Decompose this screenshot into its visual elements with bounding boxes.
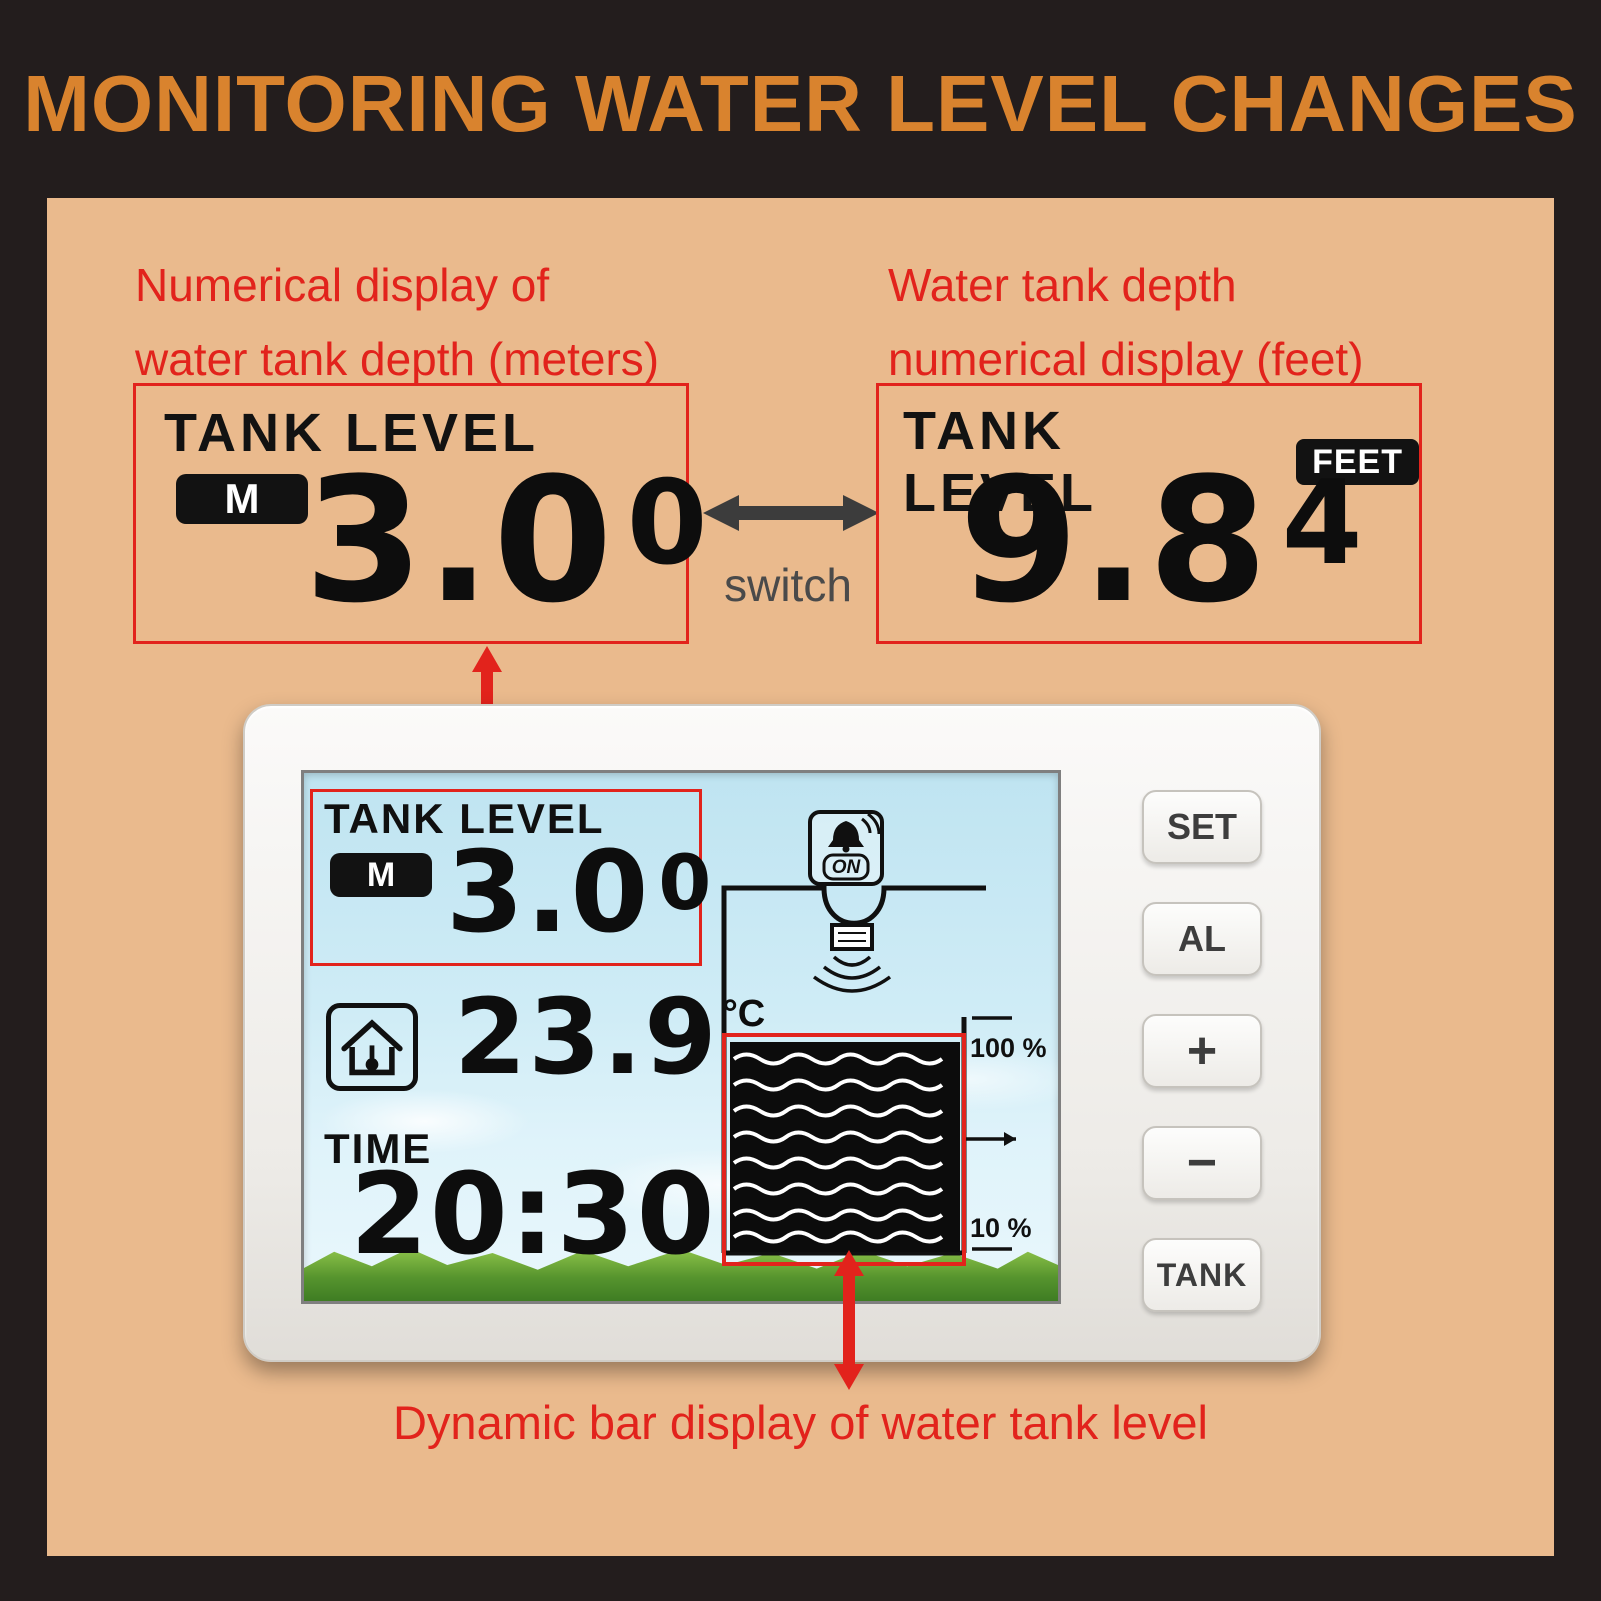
meter-display-box: TANK LEVEL M 3.0 0: [133, 383, 707, 644]
screen-tank-level-main: 3.0: [446, 828, 651, 958]
screen-temperature-value: 23.9: [454, 976, 719, 1098]
feet-box-header: TANK LEVEL FEET: [903, 400, 1419, 524]
ultrasonic-sensor-icon: [812, 923, 892, 993]
device: TANK LEVEL M 3.0 0 23.9 °C: [243, 704, 1321, 1362]
minus-button[interactable]: −: [1142, 1126, 1262, 1200]
meter-value: 3.0 0: [304, 440, 710, 641]
tank-button[interactable]: TANK: [1142, 1238, 1262, 1312]
meter-unit-badge: M: [176, 474, 308, 524]
screen-tank-level-minor: 0: [658, 838, 714, 927]
screen-temperature: 23.9 °C: [454, 976, 766, 1098]
feet-value-minor: 4: [1281, 456, 1365, 591]
plus-button[interactable]: +: [1142, 1014, 1262, 1088]
level-scale: 100 % 10 %: [966, 1016, 1047, 1251]
content-panel: Numerical display of water tank depth (m…: [47, 198, 1554, 1556]
pointer-arrow-bar-icon: [834, 1250, 864, 1390]
meter-value-minor: 0: [626, 456, 710, 591]
annotation-feet: Water tank depth numerical display (feet…: [888, 248, 1364, 396]
screen-time-value: 20:30: [350, 1150, 717, 1280]
feet-unit-badge: FEET: [1296, 439, 1419, 485]
switch-double-arrow-icon: [703, 493, 879, 538]
scale-top-label: 100 %: [970, 1033, 1047, 1063]
annotation-meters: Numerical display of water tank depth (m…: [135, 248, 659, 396]
bottom-annotation: Dynamic bar display of water tank level: [392, 1396, 1209, 1449]
feet-display-box: TANK LEVEL FEET 9.8 4: [876, 383, 1422, 644]
annotation-meters-line2: water tank depth (meters): [135, 333, 660, 385]
screen-tank-level-value: 3.0 0: [446, 828, 714, 958]
feet-value: 9.8 4: [959, 440, 1365, 641]
set-button[interactable]: SET: [1142, 790, 1262, 864]
annotation-feet-line2: numerical display (feet): [888, 333, 1364, 385]
meter-value-main: 3.0: [304, 440, 615, 641]
alarm-bell-icon: ON: [808, 810, 884, 886]
tank-graphic: ON: [721, 810, 1047, 1266]
house-thermometer-icon: [326, 1003, 418, 1091]
switch-label: switch: [724, 559, 852, 611]
page-title: MONITORING WATER LEVEL CHANGES: [23, 59, 1578, 148]
feet-box-title: TANK LEVEL: [903, 401, 1098, 523]
tank-level-highlight-box: [310, 789, 702, 966]
screen-meter-unit-badge: M: [330, 853, 432, 897]
screen-tank-level-title: TANK LEVEL: [324, 795, 605, 842]
al-button[interactable]: AL: [1142, 902, 1262, 976]
device-screen: TANK LEVEL M 3.0 0 23.9 °C: [301, 770, 1061, 1304]
annotation-meters-line1: Numerical display of: [135, 259, 550, 311]
meter-box-title: TANK LEVEL: [164, 403, 539, 463]
screen-time-label: TIME: [324, 1125, 433, 1172]
screen-temperature-unit: °C: [722, 993, 766, 1035]
annotation-feet-line1: Water tank depth: [888, 259, 1237, 311]
feet-value-main: 9.8: [959, 440, 1270, 641]
scale-bottom-label: 10 %: [970, 1213, 1032, 1243]
device-buttons: SET AL + − TANK: [1142, 790, 1262, 1312]
alarm-state-label: ON: [832, 857, 862, 878]
water-level-bar: [730, 1042, 960, 1252]
